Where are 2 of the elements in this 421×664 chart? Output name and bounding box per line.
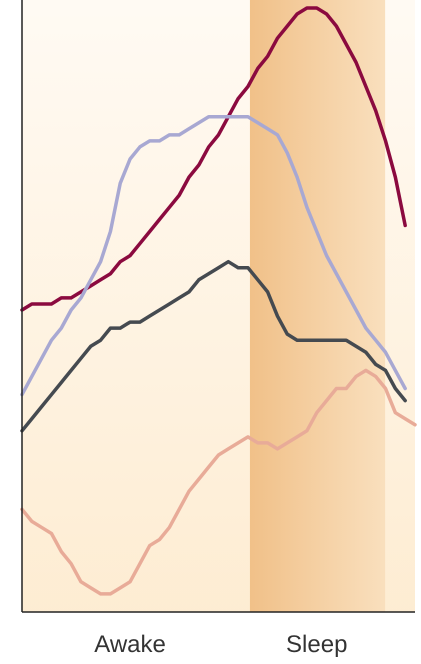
x-tick-label: Sleep [286, 631, 348, 658]
x-tick-label: Awake [94, 631, 166, 658]
